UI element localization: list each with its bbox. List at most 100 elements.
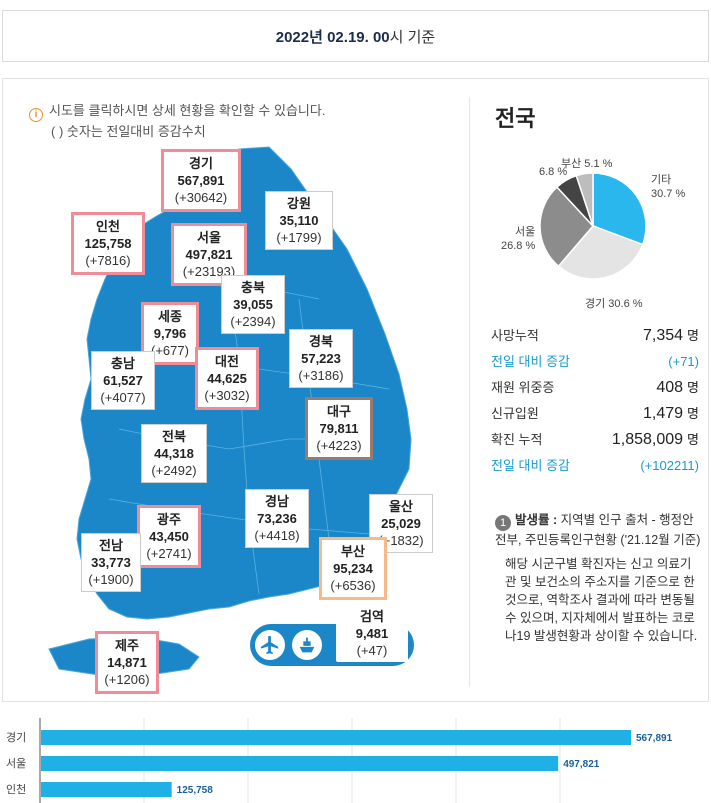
- airplane-icon: [253, 628, 287, 662]
- stat-new-admit: 신규입원 1,479 명: [491, 405, 699, 422]
- region-count: 14,871: [107, 655, 147, 670]
- region-ulsan[interactable]: 울산 25,029 (+1832): [369, 494, 433, 553]
- region-bar-chart: 경기 567,891 서울 497,821 인천 125,758: [6, 718, 673, 803]
- bar-value-label: 567,891: [636, 733, 673, 744]
- pie-slice-경기: [557, 225, 644, 280]
- region-count: 79,811: [319, 421, 359, 436]
- bar-value-label: 125,758: [177, 785, 214, 796]
- region-sejong[interactable]: 세종 9,796 (+677): [141, 302, 199, 365]
- region-diff: (+677): [151, 343, 189, 358]
- region-count: 125,758: [84, 236, 132, 251]
- region-diff: (+4223): [316, 438, 362, 453]
- pie-slice-부산: [575, 172, 594, 227]
- pie-chart: 기타 30.7 % 경기 30.6 % 서울 26.8 % 6.8 % 부산 5.1…: [493, 149, 703, 310]
- region-name: 대전: [215, 354, 239, 369]
- region-diff: (+30642): [174, 190, 228, 205]
- region-count: 25,029: [381, 516, 421, 531]
- region-gangwon[interactable]: 강원 35,110 (+1799): [265, 191, 333, 250]
- region-diff: (+6536): [330, 578, 376, 593]
- region-count: 35,110: [279, 213, 319, 228]
- region-jeonnam[interactable]: 전남 33,773 (+1900): [81, 533, 141, 592]
- region-diff: (+2492): [151, 463, 197, 478]
- region-diff: (+1900): [88, 572, 134, 587]
- national-title: 전국: [495, 106, 536, 131]
- region-name: 인천: [96, 219, 120, 234]
- region-diff: (+3186): [298, 368, 344, 383]
- region-name: 제주: [115, 638, 139, 653]
- region-name: 부산: [341, 544, 365, 559]
- footnote-p2: 해당 시군구별 확진자는 신고 의료기관 및 보건소의 주소지를 기준으로 한 …: [505, 557, 698, 643]
- region-diff: (+4077): [100, 390, 146, 405]
- region-count: 33,773: [91, 555, 131, 570]
- region-jeju[interactable]: 제주 14,871 (+1206): [95, 631, 159, 694]
- ship-icon: [290, 628, 324, 662]
- region-name: 검역: [360, 609, 384, 624]
- pie-label-seoul: 서울 26.8 %: [501, 226, 536, 252]
- region-name: 경기: [189, 156, 213, 171]
- region-count: 95,234: [333, 561, 373, 576]
- region-daegu[interactable]: 대구 79,811 (+4223): [305, 397, 373, 460]
- stat-deaths-diff: 전일 대비 증감 (+71): [491, 354, 699, 369]
- bar-category-label: 경기: [6, 731, 26, 744]
- region-gyeongnam[interactable]: 경남 73,236 (+4418): [245, 489, 309, 548]
- pie-label-gyeonggi: 경기 30.6 %: [585, 298, 643, 310]
- region-gwangju[interactable]: 광주 43,450 (+2741): [137, 505, 201, 568]
- date-text: 2022년 02.19. 00: [275, 28, 390, 46]
- info-icon: i: [29, 108, 43, 122]
- region-count: 9,481: [355, 626, 389, 641]
- region-count: 9,796: [153, 326, 187, 341]
- region-busan[interactable]: 부산 95,234 (+6536): [319, 537, 387, 600]
- region-gyeonggi[interactable]: 경기 567,891 (+30642): [161, 149, 241, 212]
- region-name: 경북: [309, 334, 333, 349]
- region-count: 44,318: [154, 446, 194, 461]
- region-quarantine[interactable]: 검역 9,481 (+47): [336, 605, 408, 662]
- region-name: 전남: [99, 538, 123, 553]
- footnote-p1: 지역별 인구 출처 - 행정안전부, 주민등록인구현황 ('21.12월 기준): [495, 513, 701, 547]
- pie-label-etc: 기타 30.7 %: [651, 174, 686, 200]
- region-count: 57,223: [301, 351, 341, 366]
- notice-line1: 시도를 클릭하시면 상세 현황을 확인할 수 있습니다.: [49, 103, 326, 118]
- date-suffix: 시 기준: [389, 28, 436, 46]
- region-name: 광주: [157, 512, 181, 527]
- stat-confirmed-diff: 전일 대비 증감 (+102211): [491, 458, 699, 473]
- region-name: 경남: [265, 494, 289, 509]
- region-diff: (+2394): [230, 314, 276, 329]
- region-count: 39,055: [233, 297, 273, 312]
- region-diff: (+1832): [378, 533, 424, 548]
- region-name: 세종: [158, 309, 182, 324]
- bar-category-label: 인천: [6, 782, 26, 796]
- bar-인천: [41, 782, 172, 797]
- region-diff: (+4418): [254, 528, 300, 543]
- region-count: 44,625: [207, 371, 247, 386]
- region-name: 충북: [241, 280, 265, 295]
- region-count: 61,527: [103, 373, 143, 388]
- region-jeonbuk[interactable]: 전북 44,318 (+2492): [141, 424, 207, 483]
- stats-table: 사망누적 7,354 명 전일 대비 증감 (+71) 재원 위중증 408 명 신규입원…: [491, 325, 699, 481]
- region-count: 73,236: [257, 511, 297, 526]
- pie-label-incheon: 6.8 %: [539, 166, 568, 178]
- region-name: 울산: [389, 499, 413, 514]
- stat-critical: 재원 위중증 408 명: [491, 379, 699, 396]
- region-diff: (+1206): [104, 672, 150, 687]
- region-count: 567,891: [177, 173, 225, 188]
- region-name: 전북: [162, 429, 186, 444]
- bar-category-label: 서울: [6, 757, 26, 770]
- region-chungnam[interactable]: 충남 61,527 (+4077): [91, 351, 155, 410]
- region-diff: (+7816): [85, 253, 131, 268]
- stat-deaths: 사망누적 7,354 명: [491, 327, 699, 344]
- pie-slice-기타: [592, 172, 647, 246]
- region-diff: (+2741): [146, 546, 192, 561]
- region-chungbuk[interactable]: 충북 39,055 (+2394): [221, 275, 285, 334]
- footnote: 1 발생률 : 지역별 인구 출처 - 행정안전부, 주민등록인구현황 ('21.…: [495, 511, 701, 645]
- region-daejeon[interactable]: 대전 44,625 (+3032): [195, 347, 259, 410]
- region-diff: (+47): [356, 643, 388, 658]
- notice: i 시도를 클릭하시면 상세 현황을 확인할 수 있습니다. ( ) 숫자는 전일…: [29, 101, 325, 142]
- stat-confirmed: 확진 누적 1,858,009 명: [491, 431, 699, 448]
- region-incheon[interactable]: 인천 125,758 (+7816): [71, 212, 145, 275]
- footnote-title: 발생률 :: [515, 513, 558, 527]
- region-count: 497,821: [185, 247, 233, 262]
- main-panel: i 시도를 클릭하시면 상세 현황을 확인할 수 있습니다. ( ) 숫자는 전일…: [2, 78, 709, 702]
- pie-label-busan: 부산 5.1 %: [561, 158, 613, 170]
- region-name: 대구: [327, 404, 351, 419]
- region-gyeongbuk[interactable]: 경북 57,223 (+3186): [289, 329, 353, 388]
